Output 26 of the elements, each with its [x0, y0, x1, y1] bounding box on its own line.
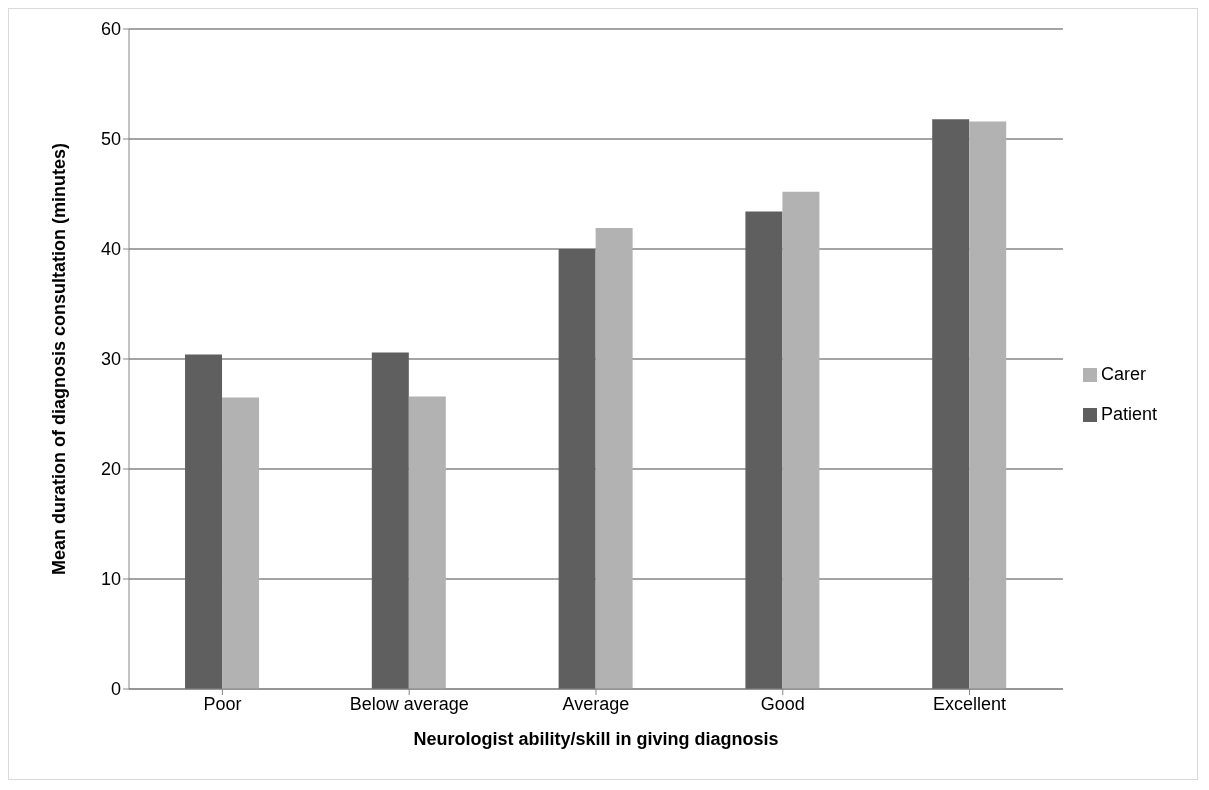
y-tick-label: 0: [110, 679, 121, 700]
y-tick-label: 40: [100, 239, 121, 260]
bar: [222, 397, 260, 689]
x-tick-label: Average: [562, 693, 630, 714]
y-axis-title: Mean duration of diagnosis consultation (minutes): [49, 142, 70, 576]
y-tick-label: 30: [100, 349, 121, 370]
bar: [969, 121, 1007, 689]
bar: [932, 119, 970, 689]
bar: [558, 249, 596, 689]
legend-label: Patient: [1100, 404, 1157, 424]
x-tick-label: Poor: [203, 693, 242, 714]
x-tick-label: Below average: [349, 693, 469, 714]
y-tick-label: 20: [100, 459, 121, 480]
bar: [408, 396, 446, 689]
y-tick-label: 10: [100, 569, 121, 590]
bar: [185, 354, 223, 689]
bar: [371, 352, 409, 689]
y-tick-label: 50: [100, 129, 121, 150]
y-tick-label: 60: [100, 19, 121, 40]
bar: [595, 228, 633, 689]
x-tick-label: Excellent: [933, 693, 1007, 714]
x-axis-title: Neurologist ability/skill in giving diagnosis: [413, 729, 779, 749]
x-tick-label: Good: [760, 693, 805, 714]
legend-label: Carer: [1100, 364, 1146, 384]
bar: [745, 211, 783, 689]
bar: [782, 191, 820, 689]
